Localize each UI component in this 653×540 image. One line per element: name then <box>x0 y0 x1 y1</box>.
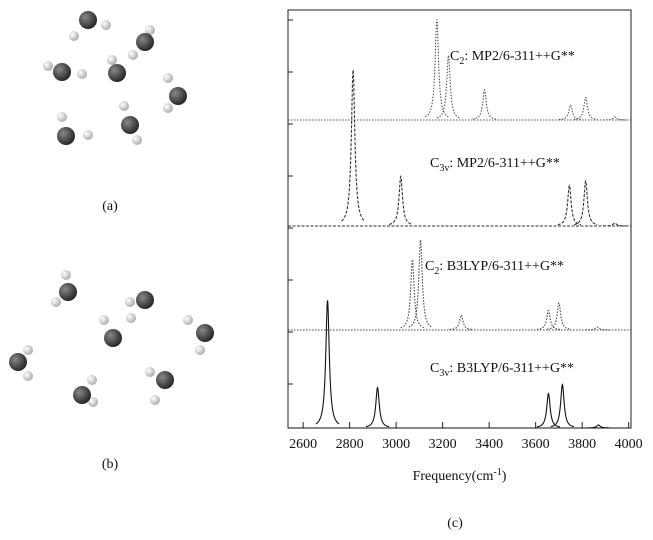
oxygen-atom <box>108 64 126 82</box>
oxygen-atom <box>196 324 214 342</box>
hydrogen-atom <box>150 395 160 405</box>
peak <box>574 181 597 225</box>
hydrogen-atom <box>145 367 155 377</box>
hydrogen-atom <box>83 130 93 140</box>
oxygen-atom <box>9 353 27 371</box>
hydrogen-atom <box>61 270 71 280</box>
peak <box>547 303 570 329</box>
oxygen-atom <box>53 63 71 81</box>
oxygen-atom <box>57 127 75 145</box>
peak <box>551 385 574 427</box>
peak <box>389 177 412 225</box>
peak <box>558 186 581 225</box>
x-tick-label: 3000 <box>382 437 410 452</box>
hydrogen-atom <box>69 31 79 41</box>
oxygen-atom <box>73 386 91 404</box>
x-tick-label: 2800 <box>336 437 364 452</box>
series-label: C3v: B3LYP/6-311++G** <box>430 361 574 379</box>
series-label: C2: MP2/6-311++G** <box>450 49 575 67</box>
peak <box>603 117 626 120</box>
peak <box>574 98 597 120</box>
panel-label: (b) <box>102 457 119 472</box>
x-tick-label: 4000 <box>615 437 643 452</box>
x-tick-label: 2600 <box>289 437 317 452</box>
hydrogen-atom <box>132 135 142 145</box>
hydrogen-atom <box>57 112 67 122</box>
x-tick-label: 3800 <box>568 437 596 452</box>
hydrogen-atom <box>163 73 173 83</box>
peak <box>559 105 582 120</box>
hydrogen-atom <box>77 69 87 79</box>
hydrogen-atom <box>195 345 205 355</box>
peak <box>437 56 460 118</box>
oxygen-atom <box>104 329 122 347</box>
hydrogen-atom <box>125 297 135 307</box>
oxygen-atom <box>136 33 154 51</box>
oxygen-atom <box>136 291 154 309</box>
hydrogen-atom <box>126 313 136 323</box>
peak <box>316 301 339 425</box>
x-tick-label: 3400 <box>475 437 503 452</box>
oxygen-atom <box>121 116 139 134</box>
oxygen-atom <box>169 87 187 105</box>
hydrogen-atom <box>43 61 53 71</box>
x-tick-label: 3200 <box>429 437 457 452</box>
peak <box>409 240 432 327</box>
peak <box>537 394 560 427</box>
hydrogen-atom <box>23 371 33 381</box>
hydrogen-atom <box>119 101 129 111</box>
hydrogen-atom <box>51 297 61 307</box>
peak <box>537 311 560 330</box>
oxygen-atom <box>79 11 97 29</box>
peak <box>401 260 424 328</box>
peak <box>366 388 389 427</box>
oxygen-atom <box>156 371 174 389</box>
peak <box>341 70 364 221</box>
x-axis-label: Frequency(cm-1) <box>413 467 507 484</box>
panel-label: (c) <box>447 516 463 531</box>
hydrogen-atom <box>107 55 117 65</box>
hydrogen-atom <box>101 20 111 30</box>
hydrogen-atom <box>163 103 173 113</box>
hydrogen-atom <box>23 345 33 355</box>
hydrogen-atom <box>183 315 193 325</box>
hydrogen-atom <box>128 50 138 60</box>
oxygen-atom <box>59 283 77 301</box>
panel-label: (a) <box>102 199 118 214</box>
peak <box>473 90 496 119</box>
figure: (a) (b) (c) 2600 2800 3000 3200 3400 3600 3800… <box>0 0 653 540</box>
hydrogen-atom <box>99 315 109 325</box>
series-label: C2: B3LYP/6-311++G** <box>425 259 564 277</box>
hydrogen-atom <box>87 375 97 385</box>
peak <box>450 315 473 330</box>
x-tick-label: 3600 <box>522 437 550 452</box>
series-label: C3v: MP2/6-311++G** <box>430 156 560 174</box>
